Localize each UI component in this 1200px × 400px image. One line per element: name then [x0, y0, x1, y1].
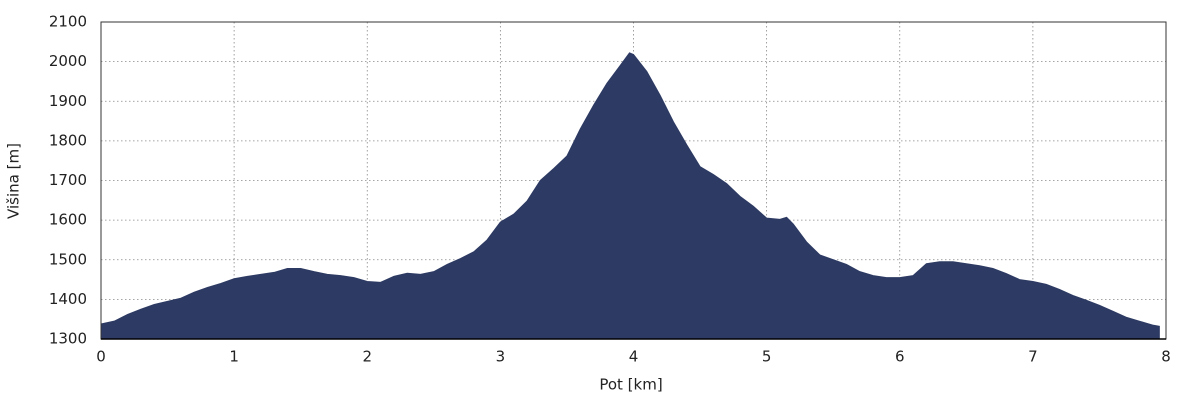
y-tick-label: 1500: [49, 250, 87, 268]
x-tick-label: 1: [229, 348, 239, 366]
y-tick-label: 1700: [49, 171, 87, 189]
x-tick-label: 5: [762, 348, 772, 366]
y-tick-label: 2100: [49, 13, 87, 31]
x-tick-label: 7: [1028, 348, 1038, 366]
x-tick-label: 0: [96, 348, 106, 366]
x-tick-label: 4: [629, 348, 639, 366]
x-tick-label: 6: [895, 348, 905, 366]
x-axis-label: Pot [km]: [599, 376, 662, 394]
y-tick-label: 2000: [49, 52, 87, 70]
y-tick-label: 1300: [49, 330, 87, 348]
y-tick-label: 1600: [49, 211, 87, 229]
y-axis-label: Višina [m]: [5, 143, 23, 219]
y-tick-label: 1400: [49, 290, 87, 308]
x-tick-label: 8: [1161, 348, 1171, 366]
x-tick-label: 3: [496, 348, 506, 366]
x-tick-label: 2: [362, 348, 372, 366]
elevation-area: [100, 52, 1160, 340]
y-tick-label: 1900: [49, 92, 87, 110]
y-tick-label: 1800: [49, 131, 87, 149]
